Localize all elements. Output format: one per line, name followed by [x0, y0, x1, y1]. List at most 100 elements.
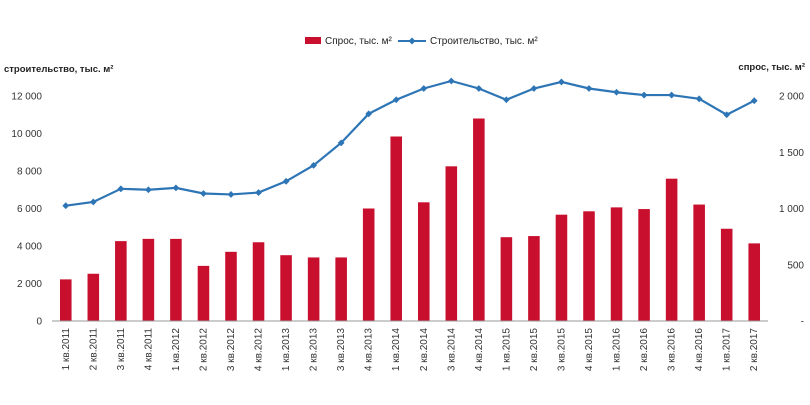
- construction-point: [365, 110, 373, 118]
- demand-bar: [748, 243, 761, 321]
- left-axis-ticks: 0 2 000 4 000 6 000 8 000 10 000 12 000: [11, 92, 42, 328]
- x-tick-label: 4 кв.2014: [474, 328, 485, 371]
- x-tick-label: 1 кв.2017: [722, 328, 733, 371]
- demand-bar: [610, 207, 623, 321]
- demand-bar: [417, 202, 430, 321]
- legend-bar-swatch: [305, 37, 321, 44]
- right-tick-label: 500: [787, 260, 804, 271]
- demand-bar: [445, 166, 458, 321]
- legend: Спрос, тыс. м² Строительство, тыс. м²: [305, 36, 538, 47]
- demand-bar: [528, 236, 540, 321]
- left-tick-label: 2 000: [17, 279, 42, 290]
- x-tick-label: 4 кв.2013: [364, 328, 375, 371]
- x-tick-label: 3 кв.2016: [667, 328, 678, 371]
- x-tick-label: 3 кв.2013: [336, 328, 347, 371]
- x-tick-label: 1 кв.2013: [281, 328, 292, 371]
- demand-bar: [638, 209, 650, 321]
- x-tick-label: 2 кв.2013: [309, 328, 320, 371]
- construction-point: [144, 186, 152, 194]
- construction-point: [200, 190, 207, 197]
- x-tick-label: 1 кв.2012: [171, 328, 182, 371]
- construction-point: [392, 96, 400, 104]
- construction-point: [420, 85, 428, 92]
- right-tick-label: 1 000: [779, 204, 804, 215]
- construction-point: [310, 161, 318, 169]
- demand-bar: [665, 178, 678, 321]
- x-tick-label: 2 кв.2017: [749, 328, 760, 371]
- demand-bar: [335, 257, 347, 321]
- construction-point: [227, 191, 235, 198]
- x-tick-label: 1 кв.2015: [501, 328, 512, 371]
- construction-point: [585, 85, 593, 92]
- x-tick-label: 3 кв.2011: [116, 328, 127, 371]
- demand-bars: [59, 118, 761, 321]
- demand-bar: [170, 238, 182, 321]
- construction-point: [337, 139, 345, 147]
- construction-point: [530, 85, 538, 92]
- construction-point: [750, 97, 758, 105]
- left-tick-label: 10 000: [11, 129, 42, 140]
- demand-bar: [280, 255, 292, 321]
- x-tick-label: 1 кв.2016: [612, 328, 623, 371]
- demand-bar: [197, 265, 210, 321]
- x-tick-label: 3 кв.2014: [446, 328, 457, 371]
- right-tick-label: 1 500: [779, 148, 804, 159]
- x-tick-label: 3 кв.2012: [226, 328, 237, 371]
- construction-point: [172, 184, 180, 192]
- demand-bar: [59, 279, 72, 321]
- x-tick-label: 2 кв.2015: [529, 328, 540, 371]
- x-tick-label: 4 кв.2016: [694, 328, 705, 371]
- right-axis-ticks: - 500 1 000 1 500 2 000: [779, 92, 804, 328]
- x-tick-label: 2 кв.2011: [88, 328, 99, 371]
- demand-bar: [252, 242, 265, 321]
- x-tick-label: 2 кв.2012: [198, 328, 209, 371]
- x-tick-label: 4 кв.2015: [584, 328, 595, 371]
- construction-point: [668, 91, 676, 99]
- right-tick-label: 2 000: [779, 92, 804, 103]
- construction-point: [695, 95, 703, 103]
- construction-point: [447, 77, 455, 85]
- construction-point: [475, 85, 483, 92]
- demand-bar: [142, 238, 155, 321]
- construction-point: [117, 185, 125, 193]
- demand-bar: [390, 136, 403, 321]
- construction-point: [89, 198, 97, 206]
- left-tick-label: 4 000: [17, 242, 42, 253]
- demand-bar: [87, 273, 100, 321]
- demand-bar: [307, 257, 320, 321]
- left-axis-title: строительство, тыс. м²: [4, 64, 113, 75]
- construction-point: [723, 111, 731, 119]
- construction-point: [282, 177, 290, 185]
- x-tick-label: 4 кв.2012: [254, 328, 265, 371]
- demand-bar: [500, 237, 513, 321]
- x-tick-label: 4 кв.2011: [143, 328, 154, 371]
- left-tick-label: 12 000: [11, 92, 42, 103]
- demand-bar: [115, 241, 127, 321]
- demand-bar: [473, 118, 485, 321]
- construction-point: [62, 202, 70, 210]
- demand-bar: [555, 214, 568, 321]
- demand-bar: [583, 211, 595, 321]
- construction-line-path: [65, 79, 755, 207]
- construction-point: [502, 96, 510, 104]
- left-tick-label: 0: [36, 317, 42, 328]
- legend-demand-label: Спрос, тыс. м²: [325, 36, 393, 47]
- demand-bar: [693, 204, 705, 321]
- demand-bar: [720, 228, 733, 321]
- x-tick-label: 3 кв.2015: [556, 328, 567, 371]
- construction-line: [62, 77, 758, 210]
- construction-point: [613, 88, 620, 96]
- x-axis-ticks: 1 кв.2011 2 кв.2011 3 кв.2011 4 кв.2011 1 кв…: [61, 328, 760, 371]
- right-tick-label: -: [801, 317, 804, 328]
- demand-bar: [362, 208, 375, 321]
- demand-bar: [225, 251, 237, 321]
- construction-point: [255, 189, 262, 196]
- x-tick-label: 1 кв.2014: [391, 328, 402, 371]
- right-axis-title: спрос, тыс. м²: [738, 62, 805, 73]
- left-tick-label: 8 000: [17, 167, 42, 178]
- legend-construction-label: Строительство, тыс. м²: [430, 36, 538, 47]
- x-tick-label: 1 кв.2011: [61, 328, 72, 371]
- left-tick-label: 6 000: [17, 204, 42, 215]
- x-tick-label: 2 кв.2016: [639, 328, 650, 371]
